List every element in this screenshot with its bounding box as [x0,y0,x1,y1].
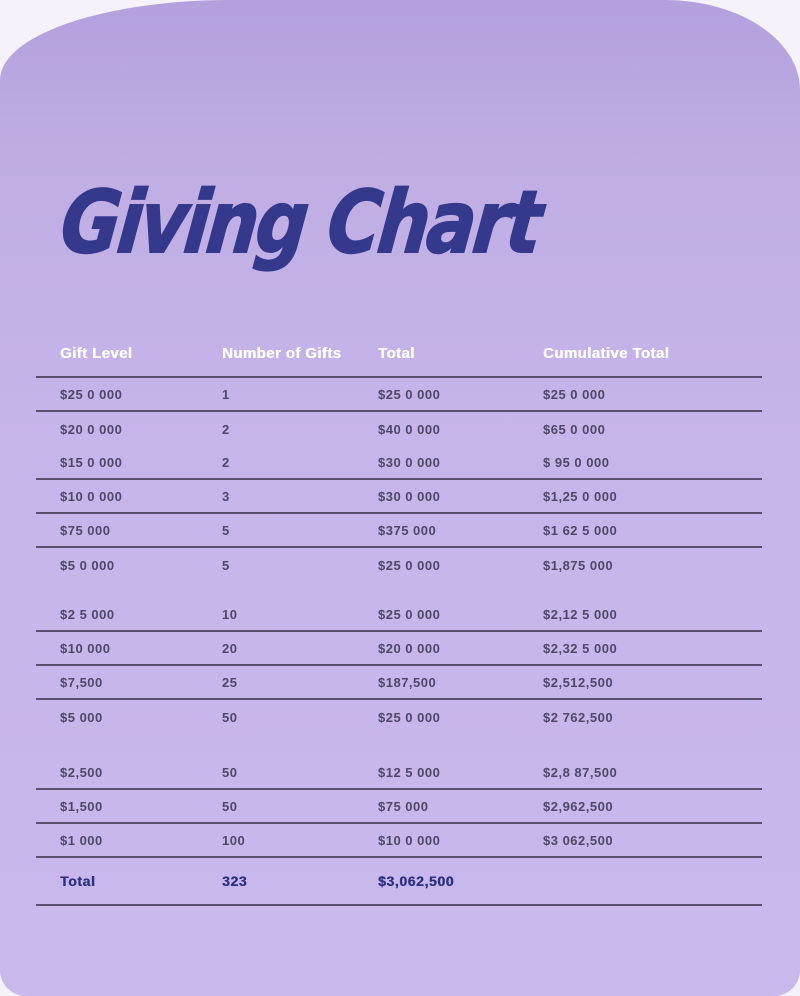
table-row: $1 000 100 $10 0 000 $3 062,500 [36,824,762,859]
cell-total: $375 000 [378,522,437,538]
cell-number-of-gifts: 10 [222,606,238,622]
cell-gift-level: $20 0 000 [60,421,123,437]
table-row: $75 000 5 $375 000 $1 62 5 000 [36,514,762,549]
cell-number-of-gifts: 100 [222,832,246,848]
cell-total: $40 0 000 [378,421,441,437]
cell-cumulative-total: $65 0 000 [543,421,606,437]
cell-cumulative-total: $1,875 000 [543,557,614,573]
cell-number-of-gifts: 20 [222,640,238,656]
cell-cumulative-total: $2,12 5 000 [543,606,618,622]
cell-number-of-gifts: 5 [222,557,230,573]
cell-gift-level: $1,500 [60,798,103,814]
table-total-row: Total 323 $3,062,500 [36,858,762,907]
cell-total: $25 0 000 [378,557,441,573]
table-row: $15 0 000 2 $30 0 000 $ 95 0 000 [36,446,762,481]
cell-total: $75 000 [378,798,429,814]
cell-cumulative-total: $2,962,500 [543,798,614,814]
cell-total: $25 0 000 [378,709,441,725]
cell-cumulative-total: $2,512,500 [543,674,614,690]
cell-total: $25 0 000 [378,606,441,622]
cell-gift-level: $25 0 000 [60,386,123,402]
table-row: $7,500 25 $187,500 $2,512,500 [36,666,762,701]
cell-cumulative-total: $2,32 5 000 [543,640,618,656]
cell-gift-level: $7,500 [60,674,103,690]
total-number-of-gifts: 323 [222,873,248,890]
cell-cumulative-total: $3 062,500 [543,832,614,848]
cell-gift-level: $2 5 000 [60,606,115,622]
table-body: $25 0 000 1 $25 0 000 $25 0 000 $20 0 000 2 $4… [36,378,762,859]
cell-cumulative-total: $1 62 5 000 [543,522,618,538]
cell-gift-level: $10 0 000 [60,488,123,504]
cell-cumulative-total: $2,8 87,500 [543,764,618,780]
header-cumulative-total: Cumulative Total [543,344,670,362]
cell-total: $25 0 000 [378,386,441,402]
cell-cumulative-total: $25 0 000 [543,386,606,402]
table-row: $10 000 20 $20 0 000 $2,32 5 000 [36,632,762,667]
cell-number-of-gifts: 25 [222,674,238,690]
total-amount: $3,062,500 [378,873,455,890]
cell-number-of-gifts: 1 [222,386,230,402]
table-row: $5 0 000 5 $25 0 000 $1,875 000 [36,548,762,582]
cell-number-of-gifts: 5 [222,522,230,538]
cell-gift-level: $10 000 [60,640,111,656]
header-gift-level: Gift Level [60,344,133,362]
cell-gift-level: $2,500 [60,764,103,780]
table-header-row: Gift Level Number of Gifts Total Cumulat… [36,330,762,379]
cell-number-of-gifts: 50 [222,764,238,780]
header-total: Total [378,344,415,362]
cell-number-of-gifts: 2 [222,454,230,470]
cell-gift-level: $15 0 000 [60,454,123,470]
table-row: $20 0 000 2 $40 0 000 $65 0 000 [36,412,762,446]
table-row: $5 000 50 $25 0 000 $2 762,500 [36,700,762,734]
table-row: $2 5 000 10 $25 0 000 $2,12 5 000 [36,598,762,633]
cell-cumulative-total: $1,25 0 000 [543,488,618,504]
cell-gift-level: $5 0 000 [60,557,115,573]
total-label: Total [60,873,96,890]
cell-gift-level: $1 000 [60,832,103,848]
cell-total: $10 0 000 [378,832,441,848]
cell-number-of-gifts: 2 [222,421,230,437]
table-row: $25 0 000 1 $25 0 000 $25 0 000 [36,378,762,413]
cell-number-of-gifts: 3 [222,488,230,504]
cell-gift-level: $75 000 [60,522,111,538]
table-row: $2,500 50 $12 5 000 $2,8 87,500 [36,756,762,791]
cell-number-of-gifts: 50 [222,709,238,725]
cell-total: $187,500 [378,674,437,690]
header-number-of-gifts: Number of Gifts [222,344,342,362]
cell-total: $12 5 000 [378,764,441,780]
cell-number-of-gifts: 50 [222,798,238,814]
cell-gift-level: $5 000 [60,709,103,725]
page-title: Giving Chart [56,172,546,274]
cell-total: $30 0 000 [378,454,441,470]
cell-total: $30 0 000 [378,488,441,504]
giving-table: Gift Level Number of Gifts Total Cumulat… [36,330,762,907]
cell-cumulative-total: $ 95 0 000 [543,454,610,470]
table-row: $10 0 000 3 $30 0 000 $1,25 0 000 [36,480,762,515]
cell-total: $20 0 000 [378,640,441,656]
cell-cumulative-total: $2 762,500 [543,709,614,725]
table-row: $1,500 50 $75 000 $2,962,500 [36,790,762,825]
